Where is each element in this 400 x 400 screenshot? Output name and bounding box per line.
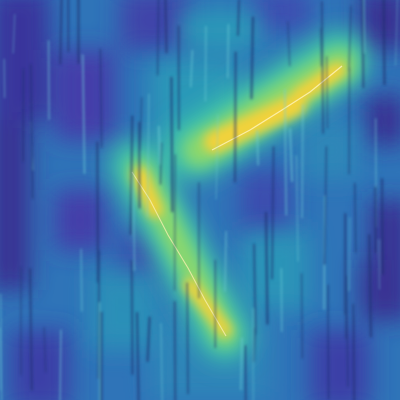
dark-streak bbox=[43, 326, 47, 373]
dark-streak bbox=[59, 0, 63, 65]
light-streak bbox=[362, 0, 366, 54]
dark-streak bbox=[367, 234, 373, 338]
dark-streak bbox=[320, 0, 325, 134]
dark-streak bbox=[236, 0, 241, 37]
dark-streak bbox=[130, 259, 134, 375]
light-streak bbox=[301, 104, 304, 219]
dark-streak bbox=[170, 76, 174, 213]
light-streak bbox=[378, 239, 380, 290]
light-streak bbox=[80, 248, 83, 312]
dark-streak bbox=[233, 51, 237, 183]
dark-streak bbox=[135, 311, 140, 400]
light-streak bbox=[215, 114, 219, 200]
light-streak bbox=[160, 322, 163, 400]
dark-streak bbox=[353, 182, 357, 254]
dark-streak bbox=[352, 303, 355, 400]
dark-streak bbox=[348, 5, 352, 71]
dark-streak bbox=[244, 345, 247, 400]
light-streak bbox=[59, 329, 62, 400]
dark-streak bbox=[77, 0, 80, 65]
dark-streak bbox=[173, 300, 177, 400]
light-streak bbox=[252, 308, 254, 400]
dark-streak bbox=[326, 56, 329, 129]
dark-streak bbox=[271, 146, 275, 280]
light-streak bbox=[189, 49, 194, 88]
dark-streak bbox=[264, 211, 269, 325]
dark-streak bbox=[323, 145, 328, 266]
light-streak bbox=[289, 128, 294, 182]
dark-streak bbox=[300, 273, 304, 359]
dark-streak bbox=[99, 48, 103, 149]
dark-streak bbox=[173, 154, 176, 291]
dark-streak bbox=[29, 63, 34, 200]
light-streak bbox=[0, 293, 3, 400]
dark-streak bbox=[287, 21, 291, 67]
dark-streak bbox=[164, 0, 168, 54]
light-streak bbox=[295, 155, 299, 262]
dark-streak bbox=[252, 327, 257, 363]
crack-lines bbox=[131, 65, 343, 337]
light-streak bbox=[204, 25, 207, 102]
dark-streak bbox=[382, 0, 386, 86]
dark-streak bbox=[361, 0, 365, 89]
light-streak bbox=[256, 130, 260, 166]
dark-streak bbox=[96, 141, 100, 284]
dark-streak bbox=[253, 243, 257, 335]
light-streak bbox=[146, 93, 150, 217]
dark-streak bbox=[146, 316, 151, 363]
light-streak bbox=[12, 13, 16, 54]
dark-streak bbox=[380, 177, 385, 276]
light-streak bbox=[224, 231, 227, 292]
light-streak bbox=[284, 88, 288, 216]
light-streak bbox=[132, 171, 136, 271]
light-streak bbox=[395, 0, 398, 66]
dark-streak bbox=[186, 282, 189, 395]
light-streak bbox=[157, 125, 161, 165]
dark-streak bbox=[250, 16, 255, 100]
dark-streak bbox=[28, 268, 33, 391]
dark-streak bbox=[327, 284, 330, 400]
dark-streak bbox=[156, 0, 160, 76]
dark-streak bbox=[139, 97, 143, 151]
dark-streak bbox=[159, 142, 163, 185]
light-streak bbox=[81, 54, 86, 174]
dark-streak bbox=[320, 27, 323, 67]
light-streak bbox=[226, 23, 230, 79]
light-streak bbox=[240, 337, 243, 391]
dark-streak bbox=[129, 115, 134, 236]
